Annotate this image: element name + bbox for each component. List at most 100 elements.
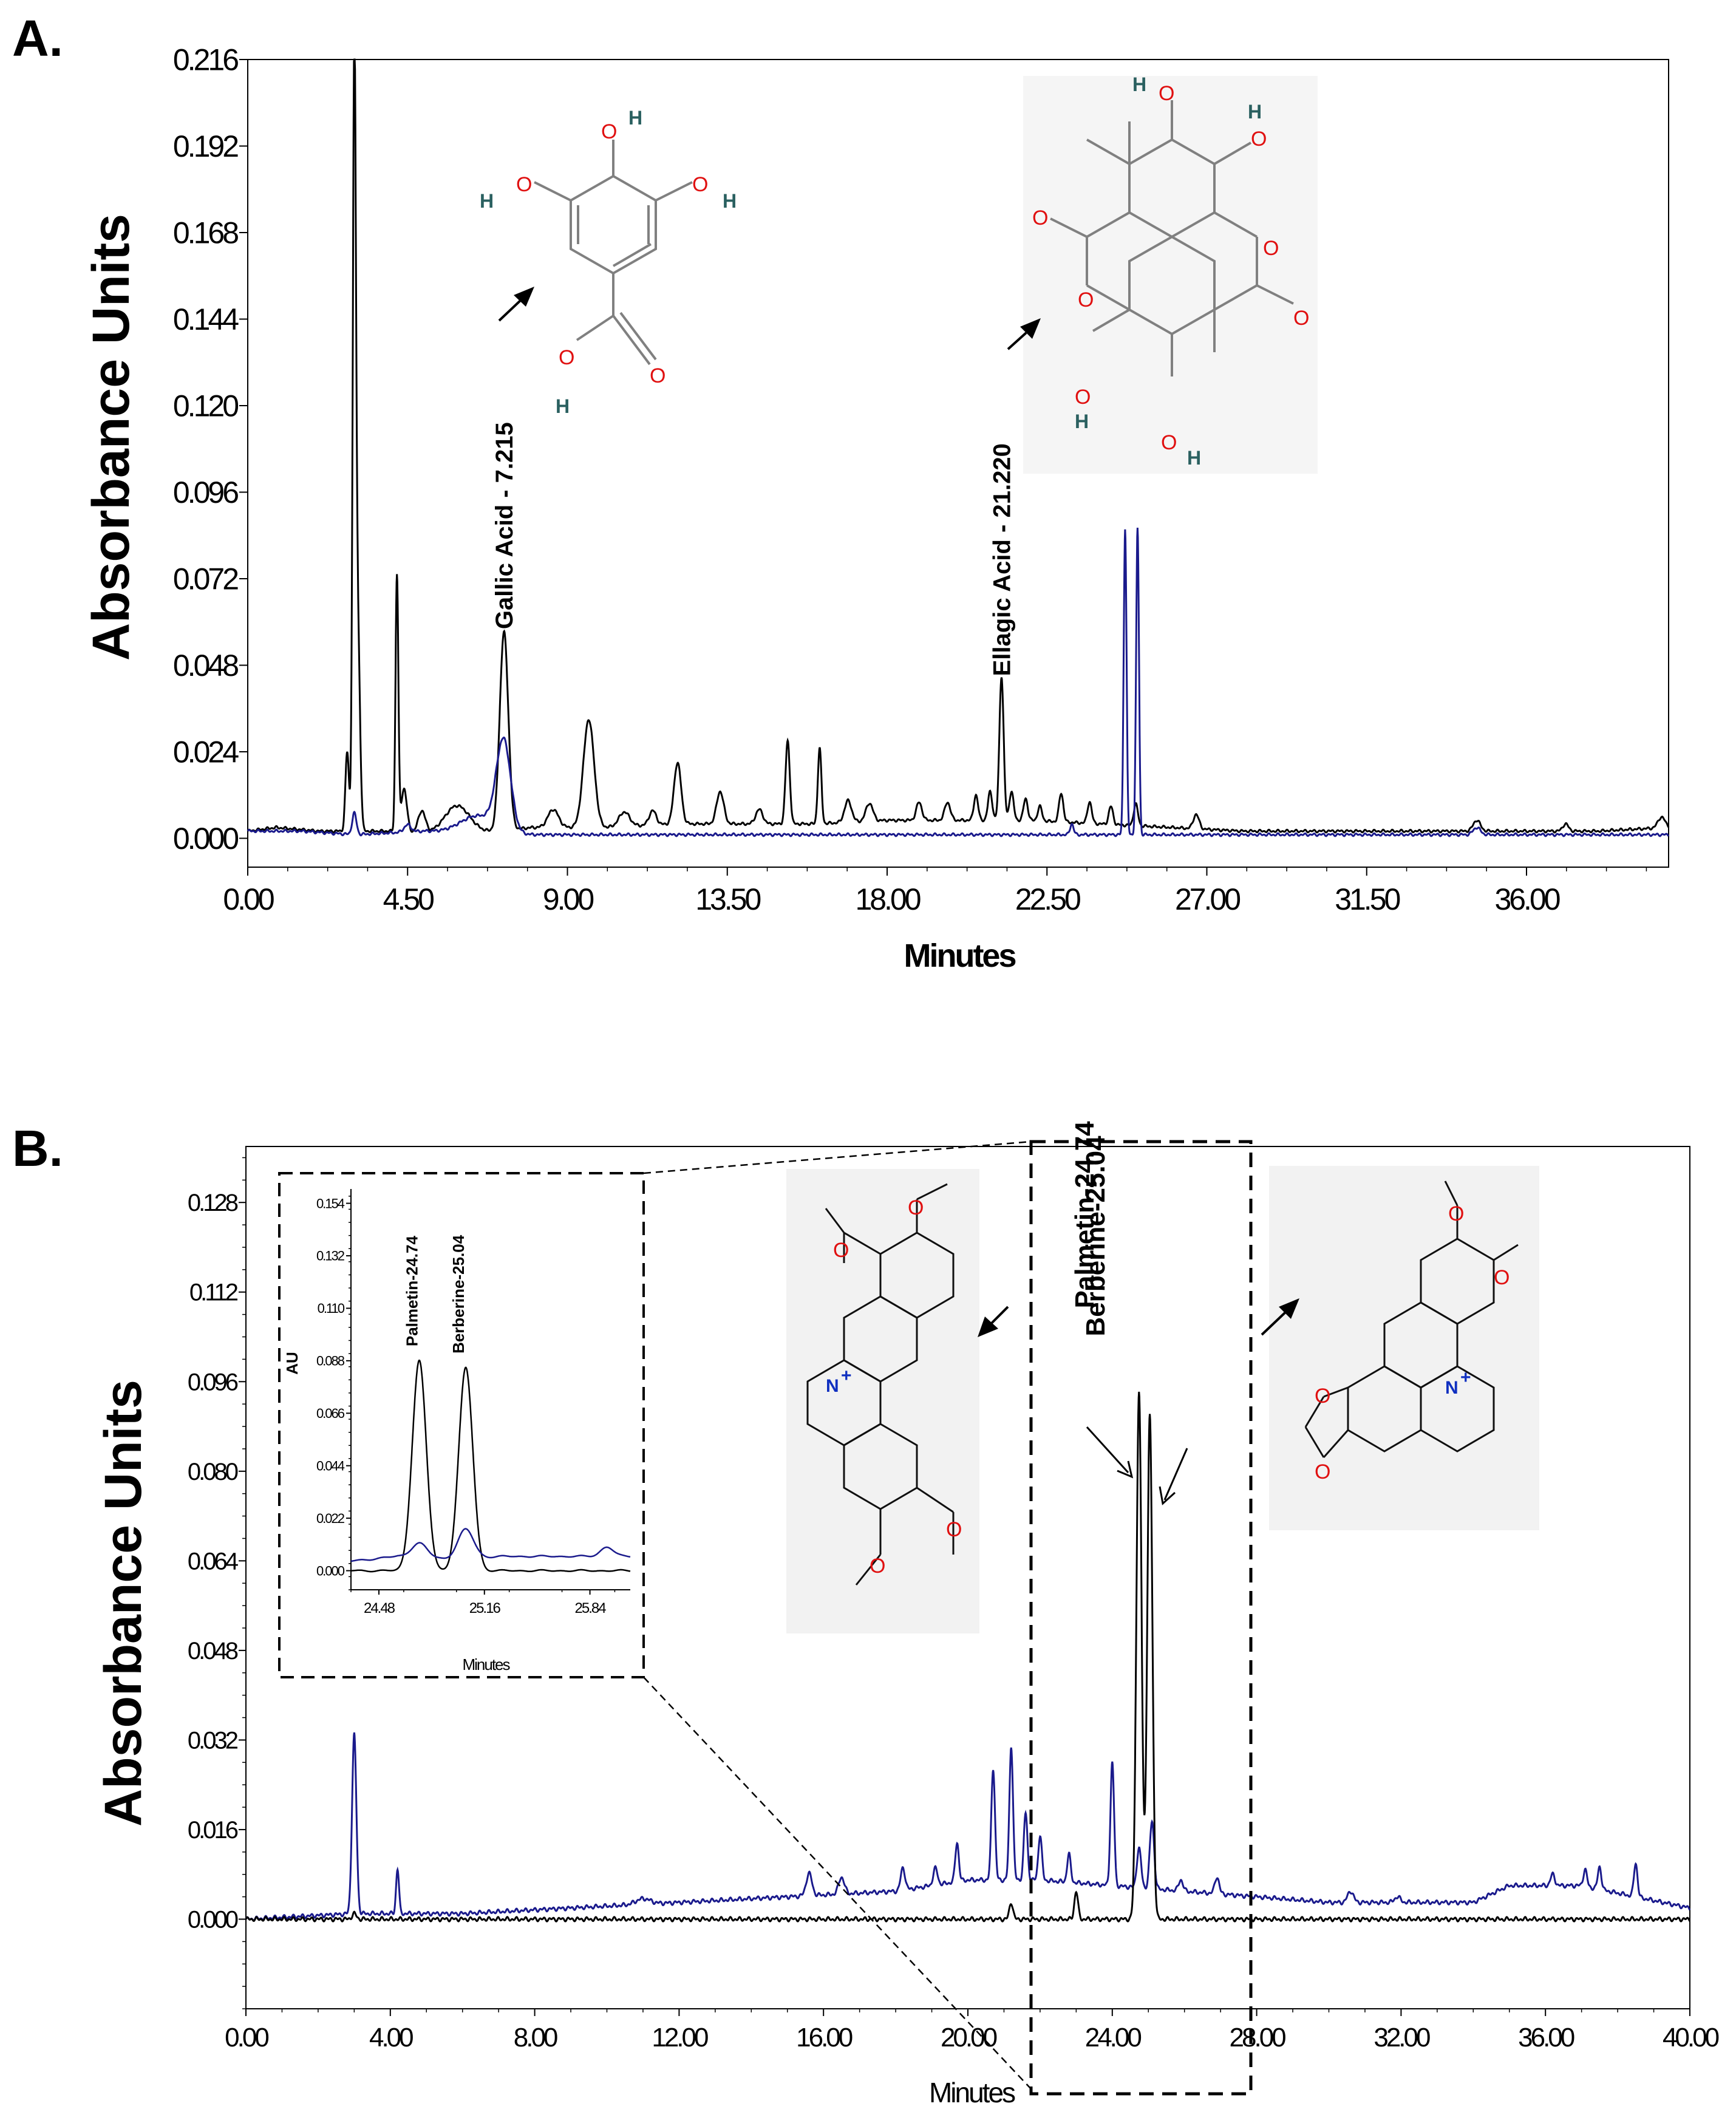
svg-text:O: O bbox=[692, 173, 708, 196]
chart-a: 0.216 0.192 0.168 0.144 0.120 0.096 0.072 0.048… bbox=[173, 43, 1670, 916]
y-tick-label: 0.120 bbox=[173, 389, 238, 423]
y-tick-label: 0.000 bbox=[188, 1906, 238, 1933]
y-tick-label: 0.066 bbox=[316, 1406, 345, 1421]
y-tick-label: 0.128 bbox=[188, 1190, 238, 1216]
x-tick-label: 40.00 bbox=[1663, 2023, 1719, 2052]
ellagic-acid-background bbox=[1023, 76, 1318, 474]
berberine-arrow bbox=[1261, 1298, 1299, 1336]
y-tick-label: 0.096 bbox=[173, 475, 238, 509]
x-tick-label: 12.00 bbox=[652, 2023, 708, 2052]
svg-text:O: O bbox=[1159, 82, 1174, 105]
x-tick-label: 36.00 bbox=[1518, 2023, 1574, 2052]
zoom-connector-top bbox=[643, 1140, 1032, 1174]
y-tick-label: 0.048 bbox=[173, 649, 238, 683]
panel-label-a: A. bbox=[12, 10, 63, 67]
svg-text:O: O bbox=[1032, 206, 1048, 230]
svg-text:+: + bbox=[841, 1366, 852, 1386]
x-tick-label: 0.00 bbox=[223, 882, 274, 916]
svg-text:O: O bbox=[1448, 1202, 1464, 1225]
palmatine-structure: O O N+ O O bbox=[806, 1183, 962, 1586]
svg-text:O: O bbox=[833, 1239, 849, 1262]
x-tick-label: 31.50 bbox=[1335, 882, 1400, 916]
svg-text:H: H bbox=[480, 190, 494, 212]
zoom-region-box bbox=[1029, 1140, 1253, 2096]
svg-text:O: O bbox=[1263, 237, 1279, 260]
inset-y-axis-label: AU bbox=[283, 1352, 301, 1375]
palmatine-peak-arrow bbox=[1086, 1426, 1134, 1479]
chart-b: 0.128 0.112 0.096 0.080 0.064 0.048 0.032 0.016… bbox=[188, 1121, 1721, 2052]
y-tick-label: 0.000 bbox=[173, 822, 238, 856]
y-tick-label: 0.144 bbox=[173, 302, 239, 336]
x-tick-label: 8.00 bbox=[514, 2023, 557, 2052]
svg-text:H: H bbox=[628, 107, 642, 129]
palmatine-arrow bbox=[978, 1306, 1009, 1337]
x-axis-label-a: Minutes bbox=[904, 938, 1015, 974]
x-axis-label-b: Minutes bbox=[929, 2077, 1015, 2108]
palmatine-background bbox=[786, 1169, 979, 1633]
peak-label-2: Berberine-25.04 bbox=[1081, 1136, 1111, 1337]
svg-text:O: O bbox=[1315, 1385, 1330, 1408]
x-tick-label: 24.48 bbox=[364, 1600, 395, 1616]
panel-label-b: B. bbox=[12, 1120, 63, 1177]
plot-frame-a bbox=[247, 59, 1669, 868]
peak-label-1: Palmetin-24.74 bbox=[403, 1236, 421, 1347]
zoom-connector-bottom bbox=[643, 1677, 1032, 2090]
y-tick-label: 0.016 bbox=[188, 1817, 238, 1844]
y-tick-label: 0.132 bbox=[316, 1248, 345, 1264]
x-tick-label: 0.00 bbox=[225, 2023, 268, 2052]
berberine-background bbox=[1269, 1166, 1539, 1530]
x-tick-label: 25.16 bbox=[469, 1600, 501, 1616]
svg-text:O: O bbox=[516, 173, 532, 196]
svg-text:H: H bbox=[1248, 101, 1262, 123]
svg-text:O: O bbox=[1251, 128, 1267, 151]
y-tick-label: 0.024 bbox=[173, 735, 239, 769]
svg-text:H: H bbox=[723, 190, 737, 212]
peak-label-2: Ellagic Acid - 21.220 bbox=[989, 443, 1015, 676]
y-tick-label: 0.110 bbox=[318, 1301, 345, 1316]
x-tick-label: 16.00 bbox=[796, 2023, 853, 2052]
svg-text:O: O bbox=[1315, 1460, 1330, 1484]
svg-text:H: H bbox=[556, 395, 570, 417]
inset-chart: 0.154 0.132 0.110 0.088 0.066 0.044 0.022 0.000… bbox=[316, 1189, 631, 1616]
peak-label-1: Gallic Acid - 7.215 bbox=[491, 422, 518, 629]
x-tick-label: 20.00 bbox=[941, 2023, 997, 2052]
series-line-1 bbox=[247, 58, 1670, 834]
ellagic-acid-arrow bbox=[1007, 318, 1041, 350]
svg-text:H: H bbox=[1132, 73, 1146, 95]
svg-text:O: O bbox=[1075, 386, 1091, 409]
y-axis-label-a: Absorbance Units bbox=[82, 214, 140, 661]
y-tick-label: 0.022 bbox=[316, 1511, 345, 1526]
series-line-1 bbox=[351, 1359, 631, 1573]
x-tick-label: 18.00 bbox=[855, 882, 920, 916]
svg-text:+: + bbox=[1460, 1368, 1471, 1388]
svg-text:N: N bbox=[826, 1376, 839, 1396]
peak-label-2: Berberine-25.04 bbox=[449, 1235, 468, 1354]
x-tick-label: 13.50 bbox=[695, 882, 760, 916]
svg-text:O: O bbox=[870, 1555, 885, 1578]
y-tick-label: 0.072 bbox=[173, 562, 238, 596]
inset-x-axis-label: Minutes bbox=[462, 1655, 510, 1674]
y-tick-label: 0.044 bbox=[316, 1458, 345, 1473]
series-line-2 bbox=[247, 528, 1669, 837]
berberine-structure: O O N+ O O bbox=[1304, 1180, 1519, 1484]
series-line-1 bbox=[245, 1732, 1691, 1922]
x-tick-label: 32.00 bbox=[1373, 2023, 1430, 2052]
svg-text:O: O bbox=[1494, 1266, 1510, 1289]
y-tick-label: 0.192 bbox=[173, 129, 238, 163]
y-tick-label: 0.032 bbox=[188, 1727, 238, 1754]
x-tick-label: 25.84 bbox=[575, 1600, 607, 1616]
y-tick-label: 0.064 bbox=[188, 1548, 239, 1575]
x-tick-label: 22.50 bbox=[1015, 882, 1080, 916]
y-tick-label: 0.168 bbox=[173, 216, 238, 250]
x-tick-label: 4.00 bbox=[369, 2023, 413, 2052]
series-line-2 bbox=[350, 1528, 631, 1562]
svg-text:O: O bbox=[1078, 288, 1094, 312]
svg-text:H: H bbox=[1187, 447, 1201, 469]
svg-text:N: N bbox=[1445, 1378, 1459, 1398]
peak-label-1: Palmetin-24.74 bbox=[1070, 1121, 1100, 1309]
svg-text:O: O bbox=[1161, 431, 1177, 454]
y-tick-label: 0.088 bbox=[316, 1354, 345, 1369]
svg-text:O: O bbox=[1293, 307, 1309, 330]
y-axis-label-b: Absorbance Units bbox=[94, 1380, 152, 1827]
